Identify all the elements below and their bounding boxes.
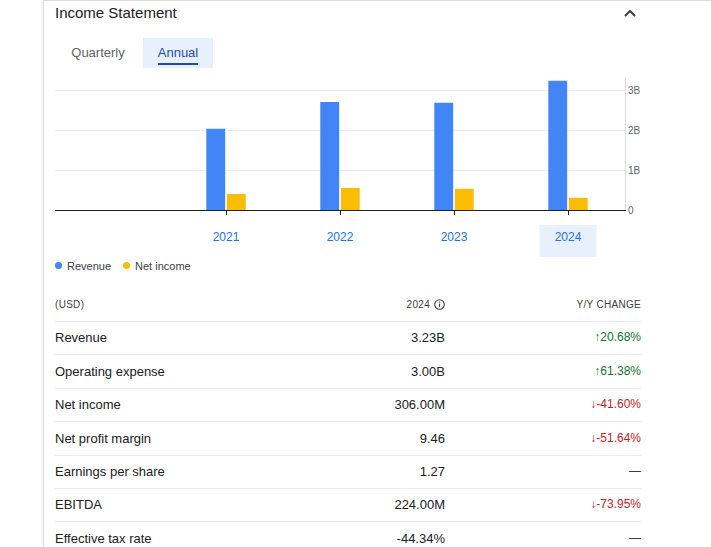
svg-text:2024: 2024 bbox=[555, 230, 582, 244]
html-text:Effective tax rate: Effective tax rate bbox=[55, 530, 152, 546]
html-text:Income Statement: Income Statement bbox=[55, 4, 177, 21]
html-text:306.00M: 306.00M bbox=[394, 397, 445, 413]
html-text:2024: 2024 bbox=[406, 299, 430, 310]
html-text:↓-51.64%: ↓-51.64% bbox=[590, 430, 641, 445]
svg-text:3B: 3B bbox=[628, 85, 641, 96]
html-text:EBITDA: EBITDA bbox=[55, 497, 102, 513]
html-text:224.00M: 224.00M bbox=[394, 497, 445, 513]
svg-text:2021: 2021 bbox=[213, 230, 240, 244]
svg-text:0: 0 bbox=[628, 205, 634, 216]
html-text:Net profit margin: Net profit margin bbox=[55, 430, 152, 446]
html-text:Revenue: Revenue bbox=[67, 260, 111, 272]
html-text:Net income: Net income bbox=[135, 260, 191, 272]
html-text:Y/Y CHANGE: Y/Y CHANGE bbox=[576, 299, 641, 310]
html-text:3.23B: 3.23B bbox=[411, 330, 445, 346]
html-text:1.27: 1.27 bbox=[419, 464, 445, 479]
svg-text:2022: 2022 bbox=[327, 230, 354, 244]
html-text:(USD): (USD) bbox=[55, 299, 85, 310]
html-text:Quarterly: Quarterly bbox=[71, 45, 125, 60]
html-text:↑61.38%: ↑61.38% bbox=[594, 363, 641, 378]
html-text:Revenue: Revenue bbox=[55, 330, 107, 346]
html-text:Annual: Annual bbox=[157, 45, 199, 60]
svg-text:2023: 2023 bbox=[441, 230, 468, 244]
html-text:Operating expense: Operating expense bbox=[55, 363, 165, 379]
html-text:↓-41.60%: ↓-41.60% bbox=[590, 397, 641, 412]
html-text:-44.34%: -44.34% bbox=[396, 530, 445, 546]
svg-text:2B: 2B bbox=[628, 125, 641, 136]
html-text:↓-73.95%: ↓-73.95% bbox=[590, 497, 641, 512]
html-text:Earnings per share: Earnings per share bbox=[55, 464, 165, 479]
svg-text:1B: 1B bbox=[628, 165, 641, 176]
html-text:↑20.68%: ↑20.68% bbox=[594, 330, 641, 345]
html-text:3.00B: 3.00B bbox=[411, 363, 445, 379]
html-text:9.46: 9.46 bbox=[419, 430, 445, 446]
html-text:Net income: Net income bbox=[55, 397, 121, 413]
